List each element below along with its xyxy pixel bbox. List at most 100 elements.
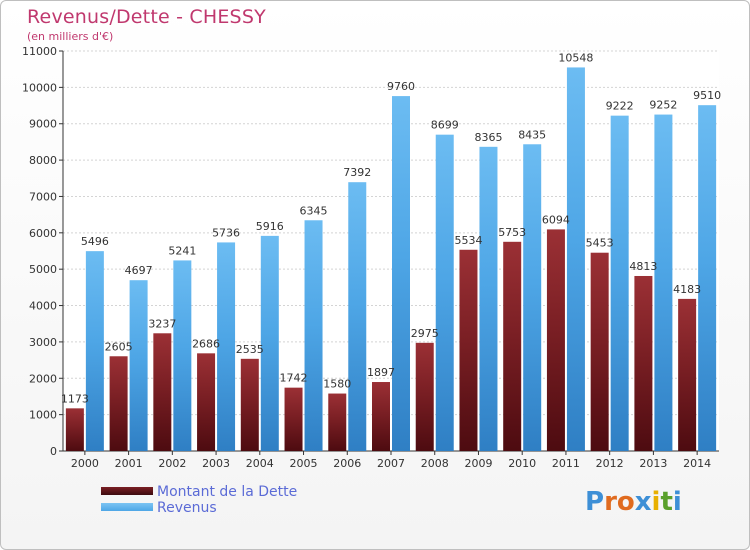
logo-letter: o	[616, 487, 635, 517]
data-label-revenue: 9222	[606, 100, 634, 113]
y-tick-label: 10000	[22, 81, 57, 94]
data-label-revenue: 9510	[693, 89, 721, 102]
data-label-debt: 6094	[542, 213, 570, 226]
legend-swatch-debt	[101, 487, 153, 495]
data-label-revenue: 10548	[558, 51, 593, 64]
data-label-debt: 4813	[629, 260, 657, 273]
x-tick-label: 2001	[115, 457, 143, 470]
data-label-debt: 4183	[673, 283, 701, 296]
logo-letter: i	[672, 487, 682, 517]
bar-debt	[153, 333, 172, 451]
chart-title: Revenus/Dette - CHESSY	[27, 6, 266, 28]
x-tick-label: 2010	[508, 457, 536, 470]
y-tick-label: 11000	[22, 45, 57, 58]
y-tick-label: 5000	[29, 263, 57, 276]
bar-revenue	[566, 67, 585, 451]
data-label-revenue: 5496	[81, 235, 109, 248]
bar-revenue	[610, 115, 629, 452]
bar-debt	[634, 275, 653, 451]
data-label-debt: 5453	[586, 237, 614, 250]
y-tick-label: 9000	[29, 118, 57, 131]
x-tick-label: 2002	[158, 457, 186, 470]
y-tick-label: 4000	[29, 300, 57, 313]
bar-revenue	[523, 144, 542, 452]
bar-revenue	[392, 96, 410, 451]
data-label-revenue: 9252	[649, 99, 677, 112]
x-tick-label: 2004	[246, 457, 274, 470]
bar-revenue	[654, 114, 673, 452]
legend-label-debt: Montant de la Dette	[157, 484, 298, 500]
data-label-debt: 1173	[61, 392, 89, 405]
plot-area	[63, 51, 719, 451]
x-tick-label: 2009	[464, 457, 492, 470]
x-tick-label: 2003	[202, 457, 230, 470]
bar-debt	[197, 353, 216, 451]
y-tick-label: 6000	[29, 227, 57, 240]
y-tick-label: 3000	[29, 336, 57, 349]
data-label-debt: 2535	[236, 343, 264, 356]
bar-debt	[109, 356, 128, 451]
bar-revenue	[129, 280, 148, 451]
bar-debt	[65, 408, 84, 451]
legend-swatch-revenue	[101, 503, 153, 511]
data-label-revenue: 5916	[256, 220, 284, 233]
logo-letter: i	[651, 487, 661, 517]
y-tick-label: 7000	[29, 190, 57, 203]
data-label-revenue: 9760	[387, 80, 415, 93]
data-label-debt: 1742	[280, 372, 308, 385]
bar-revenue	[217, 242, 236, 451]
y-tick-label: 0	[50, 445, 57, 458]
x-tick-label: 2013	[639, 457, 667, 470]
bar-revenue	[479, 146, 498, 451]
data-label-debt: 1897	[367, 366, 395, 379]
y-tick-label: 1000	[29, 409, 57, 422]
logo-letter: x	[634, 487, 652, 517]
logo-letter: r	[604, 487, 617, 517]
data-label-debt: 2686	[192, 337, 220, 350]
y-tick-label: 2000	[29, 372, 57, 385]
bar-revenue	[304, 220, 323, 451]
x-tick-label: 2008	[421, 457, 449, 470]
data-label-revenue: 5241	[168, 244, 196, 257]
data-label-revenue: 5736	[212, 226, 240, 239]
bar-debt	[372, 382, 390, 451]
data-label-debt: 2975	[411, 327, 439, 340]
legend-label-revenue: Revenus	[157, 500, 217, 516]
bar-debt	[678, 298, 697, 451]
logo-letter: t	[660, 487, 673, 517]
x-tick-label: 2012	[596, 457, 624, 470]
data-label-revenue: 4697	[125, 264, 153, 277]
bar-debt	[459, 249, 478, 451]
x-tick-label: 2006	[333, 457, 361, 470]
x-tick-label: 2014	[683, 457, 711, 470]
data-label-debt: 1580	[323, 378, 351, 391]
proxiti-logo: Proxiti	[585, 487, 682, 517]
bar-revenue	[260, 235, 279, 451]
bar-debt	[503, 241, 522, 451]
data-label-revenue: 8365	[474, 131, 502, 144]
data-label-debt: 5753	[498, 226, 526, 239]
data-label-revenue: 8435	[518, 128, 546, 141]
bar-revenue	[348, 182, 367, 451]
logo-letter: P	[585, 487, 605, 517]
data-label-debt: 3237	[148, 317, 176, 330]
bar-debt	[284, 387, 303, 451]
data-label-revenue: 7392	[343, 166, 371, 179]
bar-debt	[328, 393, 347, 451]
bar-debt	[546, 229, 565, 451]
x-tick-label: 2007	[377, 457, 405, 470]
y-tick-label: 8000	[29, 154, 57, 167]
data-label-debt: 5534	[454, 234, 482, 247]
data-label-debt: 2605	[105, 340, 133, 353]
bar-revenue	[85, 251, 104, 451]
x-tick-label: 2000	[71, 457, 99, 470]
data-label-revenue: 8699	[431, 119, 459, 132]
chart-subtitle: (en milliers d'€)	[27, 30, 114, 43]
x-tick-label: 2005	[290, 457, 318, 470]
x-tick-label: 2011	[552, 457, 580, 470]
bar-debt	[240, 358, 259, 451]
bar-revenue	[698, 105, 717, 451]
bar-revenue	[173, 260, 192, 451]
